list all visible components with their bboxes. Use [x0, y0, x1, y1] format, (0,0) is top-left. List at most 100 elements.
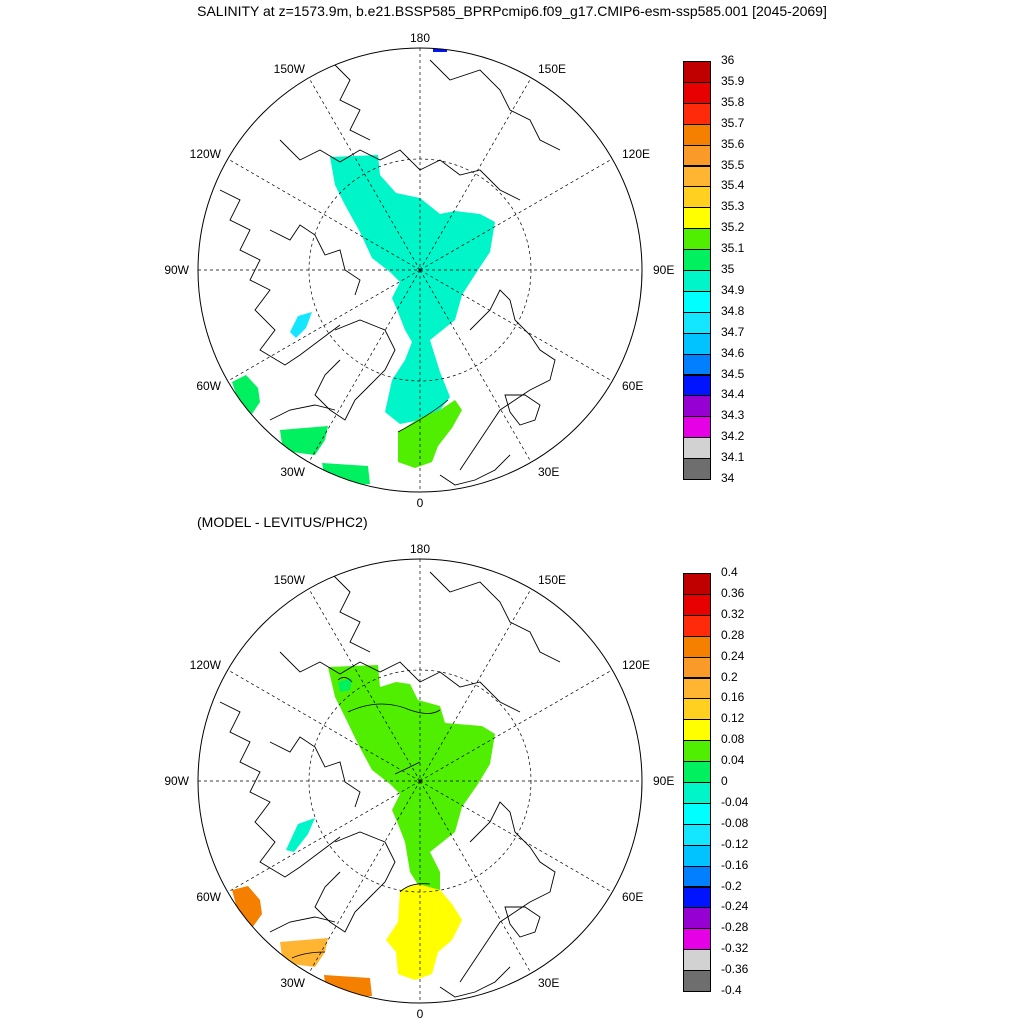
colorbar-swatch: [683, 437, 711, 460]
colorbar-label: 35.4: [721, 178, 745, 193]
colorbar-label: 34.8: [721, 303, 745, 318]
colorbar-swatch: [683, 123, 711, 146]
colorbar-label: 34.2: [721, 429, 745, 444]
diff-field-arctic: [328, 665, 495, 892]
colorbar-label: 34.6: [721, 345, 745, 360]
salinity-field-irminger: [280, 426, 328, 455]
lon-label-180: 180: [410, 31, 430, 45]
lon-label-150e: 150E: [538, 573, 566, 587]
colorbar-swatch: [683, 970, 711, 992]
colorbar-swatch: [683, 907, 711, 930]
colorbar-label: -0.2: [721, 878, 742, 893]
colorbar-label: 34.7: [721, 324, 745, 339]
colorbar-swatch: [683, 207, 711, 230]
colorbar-label: 35.6: [721, 136, 745, 151]
colorbar-swatch: [683, 332, 711, 355]
colorbar-swatch: [683, 102, 711, 125]
colorbar-swatch: [683, 458, 711, 480]
colorbar-label: -0.04: [721, 794, 749, 809]
colorbar-swatch: [683, 270, 711, 292]
colorbar-label: 0: [721, 774, 728, 788]
lon-label-150e: 150E: [538, 62, 566, 76]
colorbar-swatch: [683, 374, 711, 397]
colorbar-swatch: [683, 353, 711, 376]
lon-label-90e: 90E: [653, 263, 674, 277]
colorbar-label: -0.12: [721, 836, 749, 851]
salinity-field-greenland-sea: [398, 400, 462, 468]
colorbar-label: 0.12: [721, 711, 745, 726]
colorbar-swatch: [683, 395, 711, 418]
colorbar-label: -0.36: [721, 962, 749, 977]
graticule: [198, 48, 642, 492]
lon-label-30e: 30E: [538, 465, 559, 479]
colorbar-label: -0.4: [721, 983, 742, 997]
colorbar-swatch: [683, 719, 711, 742]
salinity-polar-map: 180 0 90W 90E 150W 120W 150E 120E 60W 30…: [164, 31, 674, 510]
colorbar-swatch: [683, 573, 711, 595]
colorbar-label: -0.28: [721, 920, 749, 935]
colorbar-label: 35.8: [721, 94, 745, 109]
lon-label-180: 180: [410, 542, 430, 556]
colorbar-swatch: [683, 249, 711, 271]
colorbar-label: 34.9: [721, 282, 745, 297]
colorbar-label: 0.16: [721, 690, 745, 705]
lon-label-0: 0: [417, 1007, 424, 1021]
salinity-field-pole-patch: [433, 48, 447, 52]
lon-label-150w: 150W: [274, 573, 306, 587]
colorbar-label: 35.1: [721, 241, 745, 256]
colorbar-swatch: [683, 416, 711, 439]
colorbar-label: 35.7: [721, 115, 745, 130]
colorbar-swatch: [683, 144, 711, 167]
salinity-field-baffin: [290, 312, 312, 338]
salinity-field-iceland-basin: [322, 463, 370, 485]
colorbar-swatch: [683, 311, 711, 334]
coastlines: [219, 59, 561, 486]
diff-field-greenland-sea: [386, 884, 462, 980]
colorbar-swatch: [683, 81, 711, 104]
colorbar-label: 0.32: [721, 606, 745, 621]
colorbar-label: 0.36: [721, 585, 745, 600]
colorbar-swatch: [683, 865, 711, 888]
colorbar-label: 0.04: [721, 753, 745, 768]
colorbar-swatch: [683, 228, 711, 251]
colorbar-swatch: [683, 593, 711, 616]
colorbar-label: 35.5: [721, 157, 745, 172]
lon-label-60e: 60E: [622, 379, 643, 393]
lon-label-60w: 60W: [196, 890, 221, 904]
colorbar-label: 34: [721, 471, 735, 485]
colorbar-label: 35.2: [721, 220, 745, 235]
colorbar-swatch: [683, 740, 711, 763]
colorbar-label: -0.08: [721, 815, 749, 830]
colorbar-swatch: [683, 823, 711, 846]
lon-label-90e: 90E: [653, 774, 674, 788]
map-boundary: [197, 47, 643, 493]
salinity-field-labrador: [232, 375, 260, 414]
diff-field-irminger: [280, 938, 328, 967]
colorbar-label: 0.28: [721, 627, 745, 642]
lon-label-90w: 90W: [164, 263, 189, 277]
lon-label-60e: 60E: [622, 890, 643, 904]
salinity-field-arctic: [330, 155, 495, 424]
graticule: [198, 559, 642, 1003]
colorbar-swatch: [683, 677, 711, 700]
colorbar-swatch: [683, 886, 711, 909]
salinity-colorbar: 36 35.9 35.8 35.7 35.6 35.5 35.4 35.3 35.2 35.1 35…: [683, 53, 744, 485]
lon-label-0: 0: [417, 496, 424, 510]
diff-field-iceland-basin: [324, 975, 372, 997]
colorbar-swatch: [683, 949, 711, 972]
colorbar-swatch: [683, 614, 711, 637]
figure-title: SALINITY at z=1573.9m, b.e21.BSSP585_BPR…: [197, 3, 827, 19]
colorbar-swatch: [683, 635, 711, 658]
colorbar-swatch: [683, 656, 711, 679]
colorbar-label: 0.24: [721, 648, 745, 663]
lon-label-30e: 30E: [538, 976, 559, 990]
lon-label-120w: 120W: [190, 658, 222, 672]
lon-label-60w: 60W: [196, 379, 221, 393]
colorbar-label: -0.16: [721, 857, 749, 872]
contour-line: [397, 399, 449, 433]
colorbar-label: 0.4: [721, 565, 738, 579]
lon-label-90w: 90W: [164, 774, 189, 788]
diff-field-labrador: [232, 886, 262, 928]
colorbar-swatch: [683, 761, 711, 783]
salinity-difference-polar-map: 180 0 90W 90E 150W 120W 150E 120E 60W 30…: [164, 542, 674, 1021]
